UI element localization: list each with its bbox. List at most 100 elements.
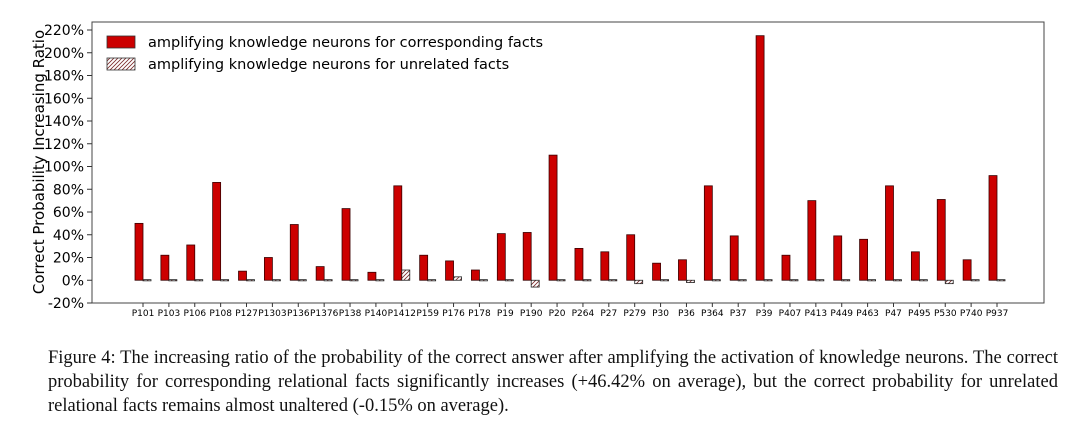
x-tick-label: P413 bbox=[805, 309, 828, 319]
bar-corresponding bbox=[548, 154, 558, 281]
y-tick-label: 20% bbox=[53, 251, 84, 267]
x-tick-label: P27 bbox=[600, 309, 617, 319]
bar-unrelated bbox=[349, 279, 359, 282]
x-tick-label: P279 bbox=[623, 309, 646, 319]
x-tick-label: P106 bbox=[183, 309, 206, 319]
bar-corresponding bbox=[419, 254, 429, 281]
bar-corresponding bbox=[626, 234, 636, 281]
bar-corresponding bbox=[859, 238, 869, 281]
y-tick-label: 100% bbox=[44, 160, 84, 176]
bar-unrelated bbox=[246, 279, 255, 282]
bar-corresponding bbox=[238, 270, 247, 281]
y-axis: -20% 0% 20% 40% 60% 80% 100% 120% 140% 160% 180% 20… bbox=[44, 23, 92, 312]
bar-unrelated bbox=[789, 279, 799, 282]
y-tick-label: 180% bbox=[44, 69, 84, 85]
bar-corresponding bbox=[212, 182, 222, 281]
bar-unrelated bbox=[375, 279, 385, 282]
bar-unrelated bbox=[763, 279, 773, 282]
bar-corresponding bbox=[471, 269, 480, 281]
bar-corresponding bbox=[496, 233, 506, 281]
x-tick-label: P178 bbox=[468, 309, 491, 319]
x-tick-label: P39 bbox=[756, 309, 773, 319]
bar-unrelated bbox=[530, 279, 540, 288]
bar-corresponding bbox=[729, 235, 739, 281]
bar-unrelated bbox=[996, 279, 1006, 282]
y-tick-label: 140% bbox=[44, 114, 84, 130]
bar-corresponding bbox=[600, 251, 610, 281]
bar-corresponding bbox=[781, 254, 791, 281]
x-tick-label: P30 bbox=[652, 309, 669, 319]
bar-corresponding bbox=[910, 251, 920, 281]
bar-corresponding bbox=[962, 259, 972, 281]
x-axis: P101 P103 P106 P108 P127 P1303 P136 P1376 P138 P1… bbox=[132, 303, 1009, 319]
bar-corresponding bbox=[885, 185, 894, 281]
bar-unrelated bbox=[737, 279, 747, 282]
x-tick-label: P101 bbox=[132, 309, 155, 319]
x-tick-label: P140 bbox=[365, 309, 388, 319]
bar-unrelated bbox=[711, 279, 721, 282]
bar-unrelated bbox=[220, 279, 230, 282]
bar-corresponding bbox=[263, 257, 273, 281]
bar-corresponding bbox=[988, 175, 998, 281]
bar-corresponding bbox=[315, 266, 325, 281]
x-tick-label: P1303 bbox=[258, 309, 286, 319]
bar-unrelated bbox=[918, 279, 928, 282]
bar-unrelated bbox=[556, 279, 566, 282]
x-tick-label: P19 bbox=[497, 309, 514, 319]
bar-unrelated bbox=[893, 279, 902, 282]
bar-corresponding bbox=[678, 259, 687, 281]
x-tick-label: P1376 bbox=[310, 309, 339, 319]
bar-corresponding bbox=[367, 271, 377, 281]
bar-corresponding bbox=[755, 35, 765, 281]
legend-swatch bbox=[106, 35, 136, 49]
bar-unrelated bbox=[841, 279, 851, 282]
bar-unrelated bbox=[944, 279, 954, 285]
bar-corresponding bbox=[341, 208, 351, 281]
x-tick-label: P47 bbox=[885, 309, 902, 319]
bar-corresponding bbox=[134, 222, 144, 281]
legend-label: amplifying knowledge neurons for unrelat… bbox=[148, 57, 509, 73]
x-tick-label: P159 bbox=[416, 309, 439, 319]
bar-corresponding bbox=[445, 260, 454, 281]
x-tick-label: P264 bbox=[572, 309, 595, 319]
bar-unrelated bbox=[867, 279, 877, 282]
x-tick-label: P138 bbox=[339, 309, 362, 319]
y-tick-label: 0% bbox=[62, 273, 84, 289]
bar-unrelated bbox=[271, 279, 281, 282]
x-tick-label: P108 bbox=[209, 309, 232, 319]
x-tick-label: P20 bbox=[549, 309, 566, 319]
x-tick-label: P136 bbox=[287, 309, 310, 319]
x-tick-label: P495 bbox=[908, 309, 931, 319]
bar-corresponding bbox=[833, 235, 843, 281]
bar-corresponding bbox=[936, 199, 946, 281]
y-axis-label: Correct Probability Increasing Ratio bbox=[30, 30, 48, 294]
bar-corresponding bbox=[160, 254, 170, 281]
x-tick-label: P36 bbox=[678, 309, 695, 319]
x-tick-label: P463 bbox=[856, 309, 879, 319]
x-tick-label: P37 bbox=[730, 309, 747, 319]
x-tick-label: P740 bbox=[960, 309, 983, 319]
y-tick-label: 40% bbox=[53, 228, 84, 244]
bar-unrelated bbox=[142, 279, 152, 282]
bar-chart: -20% 0% 20% 40% 60% 80% 100% 120% 140% 160% 180% 20… bbox=[30, 21, 1045, 319]
bar-unrelated bbox=[582, 279, 592, 282]
bar-corresponding bbox=[393, 185, 403, 281]
bar-unrelated bbox=[504, 279, 514, 282]
bars bbox=[134, 35, 1006, 288]
legend-swatch bbox=[106, 57, 136, 71]
bar-unrelated bbox=[608, 279, 618, 282]
bar-unrelated bbox=[427, 279, 437, 282]
legend: amplifying knowledge neurons for corresp… bbox=[106, 35, 543, 73]
bar-corresponding bbox=[522, 232, 532, 281]
x-tick-label: P937 bbox=[986, 309, 1009, 319]
bar-unrelated bbox=[168, 279, 178, 282]
bar-corresponding bbox=[703, 185, 713, 281]
legend-label: amplifying knowledge neurons for corresp… bbox=[148, 35, 543, 51]
x-tick-label: P103 bbox=[158, 309, 181, 319]
y-tick-label: 80% bbox=[53, 182, 84, 198]
x-tick-label: P407 bbox=[779, 309, 802, 319]
y-tick-label: -20% bbox=[48, 296, 84, 312]
bar-unrelated bbox=[634, 279, 644, 285]
caption-text: The increasing ratio of the probability … bbox=[48, 348, 1058, 416]
figure-caption: Figure 4: The increasing ratio of the pr… bbox=[48, 346, 1058, 418]
